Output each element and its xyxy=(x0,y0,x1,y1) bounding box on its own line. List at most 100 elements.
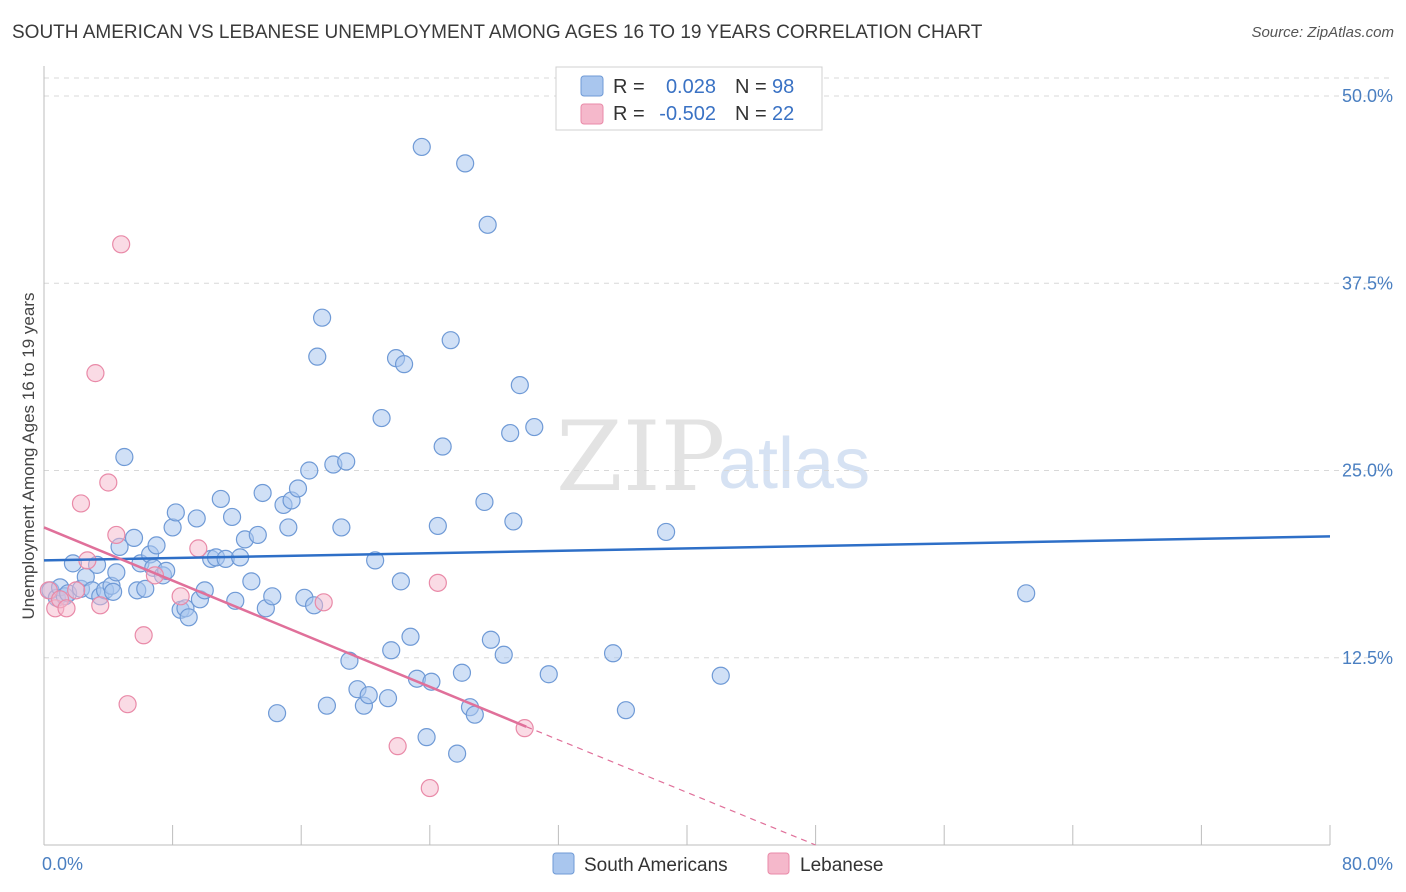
trendline-lebanese-extension xyxy=(526,726,816,846)
y-tick-label: 12.5% xyxy=(1342,648,1393,668)
point-south-american xyxy=(253,483,272,503)
x-tick-labels: 0.0% 80.0% xyxy=(42,854,1393,874)
point-lebanese xyxy=(189,539,208,558)
point-lebanese xyxy=(314,593,333,612)
stats-legend: R = 0.028 N = 98 R = -0.502 N = 22 xyxy=(555,66,823,131)
point-south-american xyxy=(391,572,410,591)
y-tick-labels: 12.5% 25.0% 37.5% 50.0% xyxy=(1342,86,1393,668)
point-south-american xyxy=(124,528,144,548)
point-south-american xyxy=(657,522,676,542)
legend-n-label: N = xyxy=(735,76,767,98)
legend-r-value: -0.502 xyxy=(659,103,716,125)
point-south-american xyxy=(412,137,431,157)
legend-n-label: N = xyxy=(735,103,767,125)
point-south-american xyxy=(1017,584,1036,603)
series-lebanese xyxy=(39,235,534,798)
point-lebanese xyxy=(57,599,76,618)
y-tick-label: 50.0% xyxy=(1342,86,1393,106)
point-south-american xyxy=(187,509,206,528)
point-south-american xyxy=(504,512,523,531)
point-south-american xyxy=(147,536,166,555)
legend-r-label: R = xyxy=(613,76,645,98)
point-south-american xyxy=(115,447,134,467)
point-lebanese xyxy=(71,494,91,513)
legend-r-label: R = xyxy=(613,103,645,125)
point-south-american xyxy=(441,331,460,350)
point-lebanese xyxy=(107,525,126,545)
trend-lines xyxy=(43,526,1331,846)
point-south-american xyxy=(288,479,308,498)
point-south-american xyxy=(501,423,520,443)
point-south-american xyxy=(332,518,351,537)
point-lebanese xyxy=(99,473,118,492)
legend-swatch-pink xyxy=(580,103,604,125)
chart-title: SOUTH AMERICAN VS LEBANESE UNEMPLOYMENT … xyxy=(12,22,983,43)
point-south-american xyxy=(300,461,319,480)
point-lebanese xyxy=(91,596,110,615)
legend-r-value: 0.028 xyxy=(666,76,716,98)
point-south-american xyxy=(107,563,126,582)
point-south-american xyxy=(603,644,623,663)
point-south-american xyxy=(267,704,287,723)
point-south-american xyxy=(211,489,230,509)
point-south-american xyxy=(481,630,500,649)
point-lebanese xyxy=(420,778,439,798)
point-south-american xyxy=(104,582,123,601)
point-lebanese xyxy=(86,364,105,383)
point-south-american xyxy=(372,408,391,428)
source-credit: Source: ZipAtlas.com xyxy=(1251,24,1394,41)
legend-swatch-blue xyxy=(580,75,604,97)
point-south-american xyxy=(163,518,182,537)
point-south-american xyxy=(448,744,467,763)
point-south-american xyxy=(494,645,513,664)
legend-swatch-south-americans xyxy=(552,852,575,875)
point-south-american xyxy=(428,516,447,536)
point-south-american xyxy=(382,641,401,660)
point-south-american xyxy=(308,347,327,366)
series-south-americans xyxy=(41,137,1036,763)
point-lebanese xyxy=(388,737,407,756)
point-south-american xyxy=(539,665,558,684)
point-south-american xyxy=(401,627,420,646)
point-south-american xyxy=(525,417,544,437)
legend-label-lebanese: Lebanese xyxy=(800,855,883,876)
y-tick-label: 25.0% xyxy=(1342,461,1393,481)
point-south-american xyxy=(456,154,475,173)
legend-n-value: 22 xyxy=(772,103,794,125)
point-south-american xyxy=(166,503,185,522)
point-south-american xyxy=(510,376,529,395)
point-south-american xyxy=(475,492,494,512)
gridlines xyxy=(44,77,1392,659)
watermark-zip: ZIP xyxy=(556,401,725,513)
axes xyxy=(43,66,1331,846)
point-south-american xyxy=(248,525,267,545)
point-south-american xyxy=(136,579,155,598)
y-axis-label: Unemployment Among Ages 16 to 19 years xyxy=(19,293,38,620)
point-south-american xyxy=(394,355,414,374)
point-lebanese xyxy=(67,581,86,600)
point-lebanese xyxy=(428,573,447,592)
point-lebanese xyxy=(112,235,131,254)
point-south-american xyxy=(179,608,198,627)
point-south-american xyxy=(317,696,337,715)
point-south-american xyxy=(242,572,261,591)
point-south-american xyxy=(263,587,282,606)
point-south-american xyxy=(222,507,242,527)
point-lebanese xyxy=(171,587,190,606)
trendline-lebanese xyxy=(43,526,527,728)
y-tick-label: 37.5% xyxy=(1342,273,1393,293)
legend-label-south-americans: South Americans xyxy=(584,855,728,876)
point-south-american xyxy=(711,666,730,685)
x-tick-label: 0.0% xyxy=(42,854,83,874)
series-legend: South Americans Lebanese xyxy=(552,852,883,876)
point-lebanese xyxy=(118,695,137,714)
point-south-american xyxy=(452,663,472,682)
point-south-american xyxy=(478,215,497,234)
point-south-american xyxy=(359,686,378,705)
point-south-american xyxy=(279,518,298,537)
point-south-american xyxy=(378,689,398,708)
watermark-atlas: atlas xyxy=(718,424,870,504)
x-tick-label: 80.0% xyxy=(1342,854,1393,874)
point-south-american xyxy=(433,437,452,456)
